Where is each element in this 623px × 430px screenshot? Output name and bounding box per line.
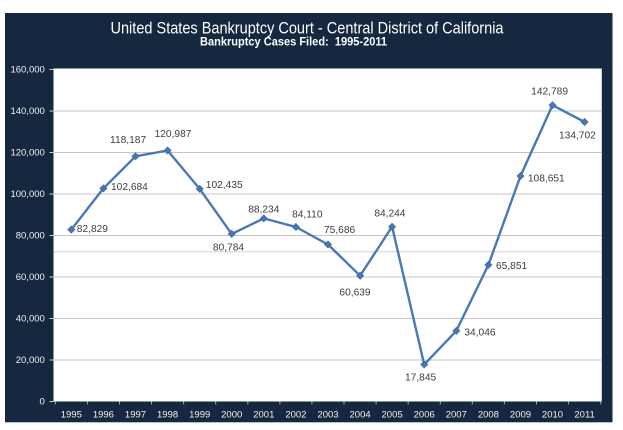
svg-text:118,187: 118,187 [110, 135, 146, 146]
svg-text:120,987: 120,987 [155, 129, 192, 140]
svg-text:102,684: 102,684 [111, 182, 148, 193]
svg-text:60,639: 60,639 [339, 287, 370, 298]
svg-text:80,784: 80,784 [213, 243, 244, 254]
svg-text:2009: 2009 [510, 410, 531, 421]
svg-text:65,851: 65,851 [496, 261, 527, 272]
svg-text:84,244: 84,244 [374, 208, 405, 219]
svg-text:2000: 2000 [221, 410, 242, 421]
svg-text:140,000: 140,000 [10, 106, 44, 117]
svg-text:2003: 2003 [317, 410, 338, 421]
svg-text:142,789: 142,789 [531, 87, 568, 98]
svg-text:1995: 1995 [61, 410, 82, 421]
svg-text:75,686: 75,686 [324, 225, 355, 236]
svg-text:2006: 2006 [414, 410, 435, 421]
svg-text:1997: 1997 [125, 410, 146, 421]
svg-text:2008: 2008 [478, 410, 499, 421]
svg-text:120,000: 120,000 [10, 147, 44, 158]
svg-text:1998: 1998 [157, 410, 178, 421]
svg-text:60,000: 60,000 [16, 272, 45, 283]
svg-text:100,000: 100,000 [10, 189, 44, 200]
svg-text:88,234: 88,234 [248, 204, 279, 215]
svg-text:34,046: 34,046 [464, 328, 495, 339]
svg-text:2005: 2005 [382, 410, 403, 421]
svg-text:40,000: 40,000 [16, 313, 45, 324]
svg-text:Bankruptcy Cases Filed: 1995-: Bankruptcy Cases Filed: 1995-2011 [200, 37, 388, 49]
svg-text:2010: 2010 [542, 410, 563, 421]
svg-text:20,000: 20,000 [16, 355, 45, 366]
svg-text:102,435: 102,435 [206, 180, 243, 191]
svg-text:United States Bankruptcy Court: United States Bankruptcy Court - Central… [111, 20, 505, 38]
svg-text:82,829: 82,829 [77, 224, 108, 235]
svg-text:1999: 1999 [189, 410, 210, 421]
svg-text:160,000: 160,000 [10, 64, 44, 75]
svg-text:17,845: 17,845 [405, 372, 436, 383]
svg-text:0: 0 [40, 396, 45, 407]
svg-text:2002: 2002 [285, 410, 306, 421]
svg-text:2004: 2004 [350, 410, 371, 421]
svg-text:84,110: 84,110 [292, 210, 323, 221]
svg-text:1996: 1996 [93, 410, 114, 421]
svg-text:2011: 2011 [574, 410, 594, 421]
svg-text:2007: 2007 [446, 410, 467, 421]
svg-text:134,702: 134,702 [559, 131, 596, 142]
svg-text:108,651: 108,651 [528, 173, 565, 184]
svg-text:80,000: 80,000 [16, 230, 45, 241]
svg-text:2001: 2001 [253, 410, 274, 421]
